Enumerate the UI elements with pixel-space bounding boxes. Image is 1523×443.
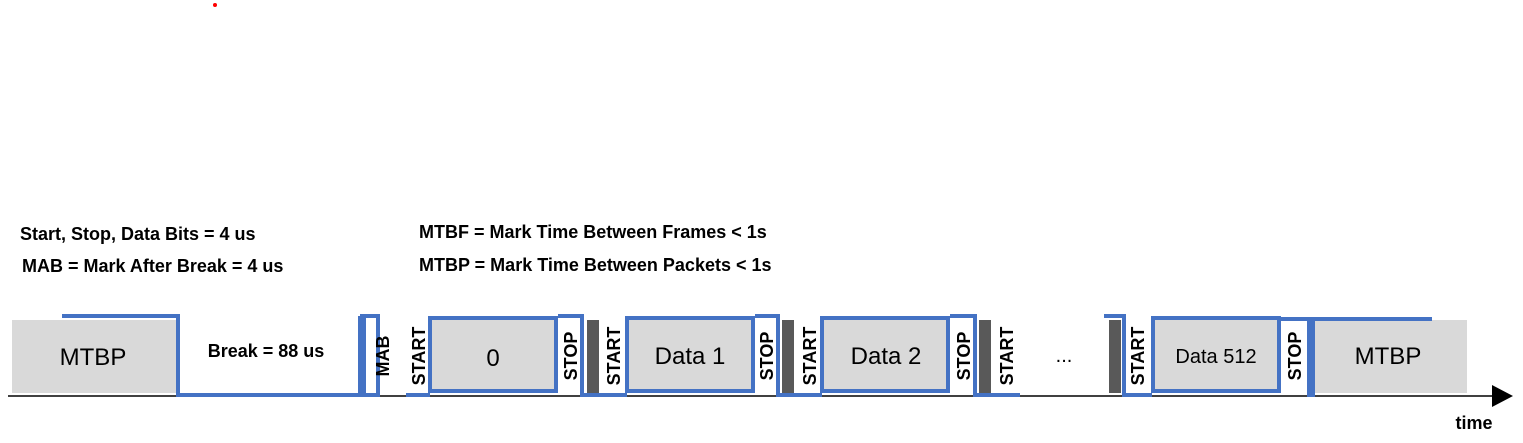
slot-mtbp-start (12, 320, 177, 393)
signal-waveform (62, 314, 1432, 397)
mtbf-mark-4 (1109, 320, 1121, 393)
note-bit-times: Start, Stop, Data Bits = 4 us (20, 224, 256, 244)
label-data-512: Data 512 (1175, 346, 1256, 368)
label-mtbp-end: MTBP (1355, 343, 1422, 370)
label-data-2: Data 2 (851, 343, 922, 370)
mtbf-mark-3 (979, 320, 991, 393)
label-stop-5: STOP (1285, 332, 1305, 381)
label-start-4: START (997, 327, 1017, 386)
note-mtbf-definition: MTBF = Mark Time Between Frames < 1s (419, 222, 767, 242)
label-mtbp-start: MTBP (60, 344, 127, 371)
label-stop-2: STOP (757, 332, 777, 381)
label-mab: MAB (373, 336, 393, 377)
label-start-1: START (409, 327, 429, 386)
label-start-3: START (800, 327, 820, 386)
label-frame-0: 0 (486, 345, 499, 372)
slot-data-512 (1152, 320, 1279, 393)
axis-label-time: time (1455, 413, 1492, 433)
time-axis-arrow-icon (1492, 385, 1513, 407)
label-ellipsis: ... (1056, 345, 1073, 367)
label-stop-1: STOP (561, 332, 581, 381)
label-stop-3: STOP (954, 332, 974, 381)
mtbf-mark-2 (782, 320, 794, 393)
label-start-2: START (604, 327, 624, 386)
label-data-1: Data 1 (655, 343, 726, 370)
label-start-5: START (1128, 327, 1148, 386)
slot-data-1 (627, 320, 753, 393)
slot-mtbp-end (1315, 320, 1467, 393)
note-mab-definition: MAB = Mark After Break = 4 us (22, 256, 283, 276)
slot-frame-0 (430, 320, 556, 393)
slot-data-2 (822, 320, 948, 393)
mtbf-mark-1 (587, 320, 599, 393)
label-break: Break = 88 us (208, 341, 325, 361)
red-dot (213, 3, 217, 7)
note-mtbp-definition: MTBP = Mark Time Between Packets < 1s (419, 255, 772, 275)
